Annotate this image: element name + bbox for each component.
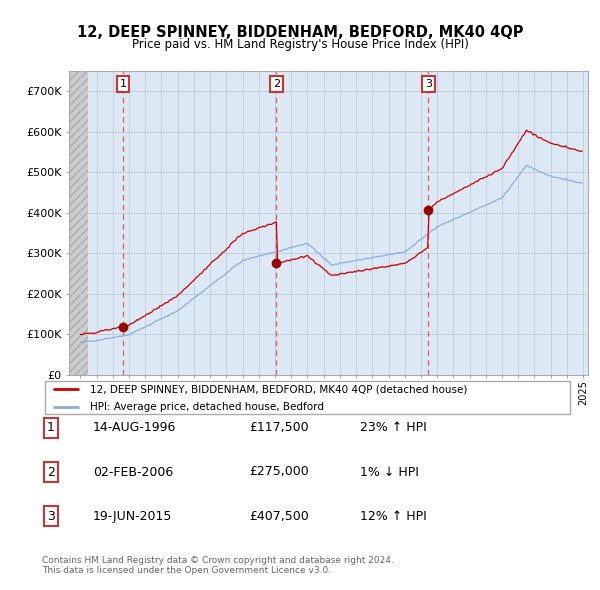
Text: 14-AUG-1996: 14-AUG-1996 [93,421,176,434]
Text: 02-FEB-2006: 02-FEB-2006 [93,466,173,478]
Text: 12, DEEP SPINNEY, BIDDENHAM, BEDFORD, MK40 4QP: 12, DEEP SPINNEY, BIDDENHAM, BEDFORD, MK… [77,25,523,40]
FancyBboxPatch shape [44,381,571,414]
Text: 1: 1 [47,421,55,434]
Text: £275,000: £275,000 [249,466,309,478]
Text: 12, DEEP SPINNEY, BIDDENHAM, BEDFORD, MK40 4QP (detached house): 12, DEEP SPINNEY, BIDDENHAM, BEDFORD, MK… [90,384,467,394]
Bar [69,71,88,375]
Bar [69,71,88,375]
Text: 2: 2 [47,466,55,478]
Text: 3: 3 [425,79,432,89]
Text: 1% ↓ HPI: 1% ↓ HPI [360,466,419,478]
Text: 23% ↑ HPI: 23% ↑ HPI [360,421,427,434]
Text: 2: 2 [273,79,280,89]
Text: HPI: Average price, detached house, Bedford: HPI: Average price, detached house, Bedf… [90,402,324,412]
Text: £407,500: £407,500 [249,510,309,523]
Text: 19-JUN-2015: 19-JUN-2015 [93,510,172,523]
Text: 3: 3 [47,510,55,523]
Text: 1: 1 [119,79,127,89]
Text: £117,500: £117,500 [249,421,308,434]
Text: Contains HM Land Registry data © Crown copyright and database right 2024.
This d: Contains HM Land Registry data © Crown c… [42,556,394,575]
Text: 12% ↑ HPI: 12% ↑ HPI [360,510,427,523]
Text: Price paid vs. HM Land Registry's House Price Index (HPI): Price paid vs. HM Land Registry's House … [131,38,469,51]
